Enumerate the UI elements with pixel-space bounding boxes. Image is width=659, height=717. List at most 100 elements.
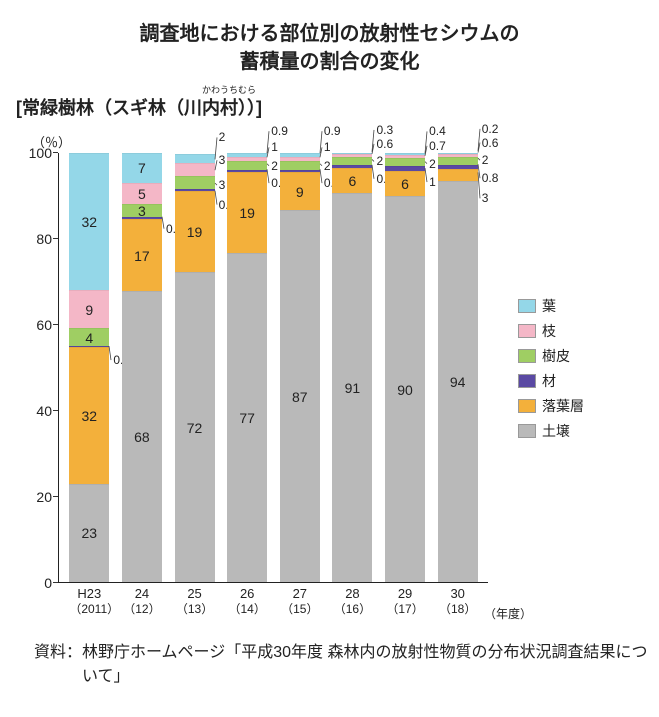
segment-bark: 4 [69,328,109,345]
segment-wood [175,189,215,191]
soil-swatch [518,424,536,438]
segment-leaf [175,154,215,163]
bar-28: 9160.30.620.5 [332,153,372,582]
callout-label: 0.8 [482,171,499,185]
y-tick-label: 0 [44,575,52,591]
segment-value-label: 7 [138,160,146,176]
segment-value-label: 17 [134,248,150,264]
segment-wood [385,166,425,170]
segment-wood [227,170,267,172]
bar-26: 77190.9120.5 [227,153,267,582]
segment-soil: 23 [69,484,109,582]
segment-value-label: 19 [187,224,203,240]
bar-29: 9060.40.721 [385,153,425,582]
segment-value-label: 4 [85,330,93,346]
segment-soil: 87 [280,210,320,582]
segment-value-label: 77 [239,410,255,426]
segment-leaf [227,153,267,157]
callout-label: 0.9 [324,124,341,138]
callout-label: 2 [376,154,383,168]
callout-label: 1 [324,140,331,154]
callout-label: 0.6 [376,137,393,151]
ruby-annotation: かわうちむら [202,83,256,96]
segment-value-label: 9 [296,184,304,200]
callout-label: 2 [324,159,331,173]
segment-soil: 77 [227,253,267,582]
legend-item-soil: 土壌 [518,421,638,441]
segment-soil: 90 [385,196,425,582]
segment-value-label: 32 [82,408,98,424]
callout-label: 0.2 [482,122,499,136]
segment-branch [175,163,215,176]
segment-litter: 32 [69,347,109,484]
segment-branch [227,157,267,161]
segment-soil: 68 [122,291,162,582]
bark-swatch [518,349,536,363]
segment-leaf: 7 [122,153,162,183]
x-tick: 27（15） [280,586,320,617]
segment-litter [438,169,478,182]
segment-bark [175,176,215,189]
y-tick-label: 60 [36,317,52,333]
callout-label: 0.9 [271,124,288,138]
bar-30: 940.20.620.83 [438,153,478,582]
segment-value-label: 5 [138,186,146,202]
segment-soil: 91 [332,193,372,582]
chart-title: 調査地における部位別の放射性セシウムの 蓄積量の割合の変化 [10,20,649,76]
segment-value-label: 68 [134,429,150,445]
segment-litter: 6 [385,171,425,197]
legend-label: 枝 [542,321,556,341]
segment-branch [438,154,478,157]
legend-label: 土壌 [542,421,570,441]
wood-swatch [518,374,536,388]
segment-value-label: 3 [138,203,146,219]
segment-bark [227,161,267,170]
leaf-swatch [518,299,536,313]
segment-bark: 3 [122,204,162,217]
segment-value-label: 9 [85,302,93,318]
segment-litter: 6 [332,168,372,194]
y-axis: 020406080100 [10,153,58,583]
segment-value-label: 87 [292,389,308,405]
legend-label: 樹皮 [542,346,570,366]
legend-item-bark: 樹皮 [518,346,638,366]
legend-label: 材 [542,371,556,391]
branch-swatch [518,324,536,338]
segment-litter: 9 [280,172,320,210]
segment-value-label: 90 [397,382,413,398]
bar-25: 72192330.5 [175,153,215,582]
x-tick: 24（12） [122,586,162,617]
segment-bark [385,158,425,167]
callout-label: 1 [429,175,436,189]
segment-bark [332,157,372,166]
legend-item-branch: 枝 [518,321,638,341]
segment-leaf [332,153,372,154]
segment-soil: 94 [438,181,478,582]
legend-item-litter: 落葉層 [518,396,638,416]
x-tick: 30（18） [438,586,478,617]
segment-leaf [438,153,478,154]
legend-label: 落葉層 [542,396,584,416]
callout-label: 2 [219,130,226,144]
segment-bark [280,161,320,170]
callout-label: 2 [429,157,436,171]
chart-area: 020406080100 233249320.268173570.4721923… [10,153,649,583]
segment-leaf [280,153,320,157]
bar-H23: 233249320.2 [69,153,109,582]
x-tick: 25（13） [175,586,215,617]
x-tick: H23（2011） [69,586,109,617]
x-tick: 26（14） [227,586,267,617]
chart-subtitle: かわうちむら [常緑樹林（スギ林（川内村））] [16,94,649,120]
segment-wood [69,346,109,347]
x-tick: 29（17） [385,586,425,617]
callout-label: 0.4 [429,124,446,138]
legend-item-leaf: 葉 [518,296,638,316]
source-text: 資料：林野庁ホームページ「平成30年度 森林内の放射性物質の分布状況調査結果につ… [58,641,649,689]
legend: 葉枝樹皮材落葉層土壌 [488,153,638,583]
segment-value-label: 19 [239,205,255,221]
segment-wood [280,170,320,172]
litter-swatch [518,399,536,413]
callout-label: 2 [271,159,278,173]
y-tick-label: 100 [29,145,52,161]
callout-label: 3 [219,153,226,167]
